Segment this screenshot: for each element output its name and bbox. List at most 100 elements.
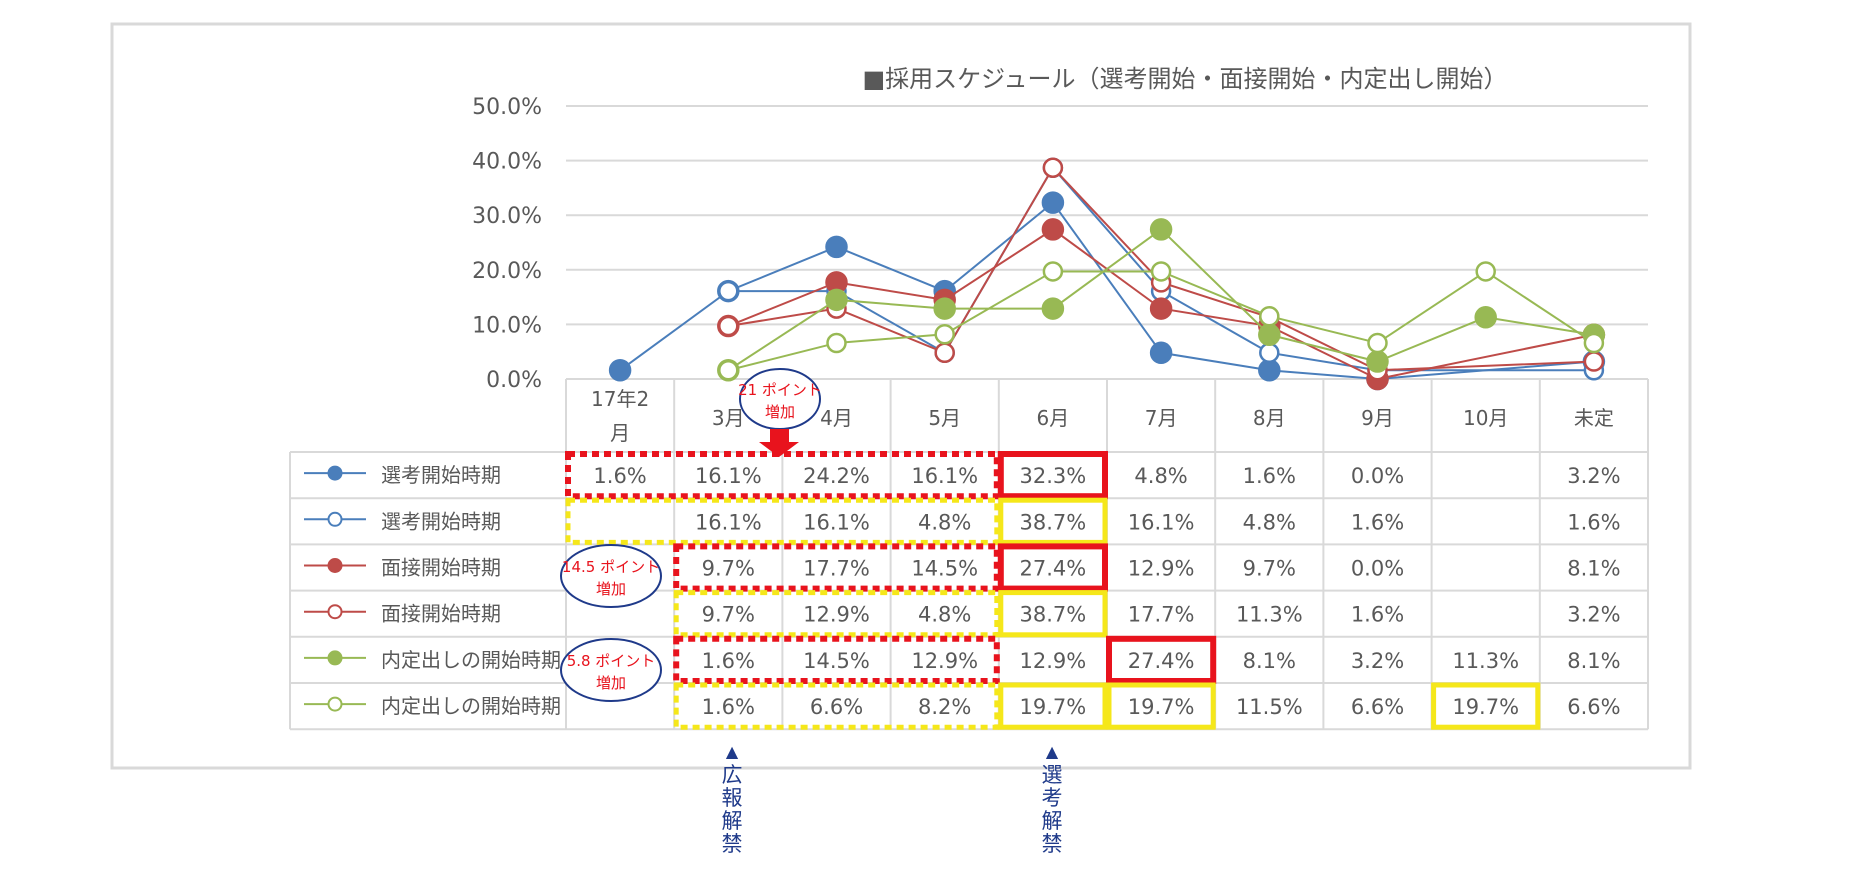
dashed-highlight-box: [673, 543, 1000, 592]
data-label: 4.8%: [918, 603, 971, 627]
chart-frame: [110, 22, 1692, 770]
data-point: [718, 315, 739, 337]
data-point: [1258, 359, 1281, 382]
x-category-label: 17年2: [591, 387, 649, 411]
y-tick-label: 50.0%: [472, 95, 542, 120]
data-label: 17.7%: [803, 557, 870, 581]
callout-text: 5.8 ポイント: [567, 652, 656, 670]
dashed-highlight-box: [673, 682, 1000, 730]
data-point: [825, 288, 848, 312]
data-label: 19.7%: [1452, 695, 1519, 719]
x-category-label: 10月: [1463, 406, 1508, 430]
legend-label: 内定出しの開始時期: [381, 648, 561, 672]
data-point: [825, 235, 848, 259]
data-point: [1149, 297, 1173, 320]
dashed-highlight-box: [673, 635, 1000, 684]
data-label: 19.7%: [1128, 695, 1195, 719]
y-tick-label: 20.0%: [472, 259, 542, 284]
dashed-highlight-box: [565, 497, 1000, 545]
data-label: 16.1%: [695, 510, 762, 534]
data-label: 3.2%: [1351, 649, 1404, 673]
data-label: 4.8%: [1134, 464, 1187, 488]
data-label: 11.3%: [1452, 649, 1519, 673]
x-category-label: 8月: [1253, 406, 1286, 430]
data-point: [1149, 218, 1173, 241]
data-point: [1583, 351, 1605, 372]
highlight-box: [998, 590, 1108, 638]
y-tick-label: 10.0%: [472, 313, 542, 338]
data-point: [1367, 332, 1388, 354]
highlight-box: [1106, 682, 1216, 730]
data-label: 12.9%: [803, 603, 870, 627]
x-category-label: 5月: [928, 406, 961, 430]
data-point: [1258, 323, 1281, 347]
legend-marker: [327, 511, 343, 527]
data-point: [826, 332, 847, 354]
data-point: [718, 280, 739, 302]
highlight-boxes: [565, 451, 1541, 730]
data-point: [1366, 350, 1389, 373]
data-point: [1041, 218, 1065, 241]
note-arrow: ▲: [1046, 742, 1059, 761]
dashed-highlight-box: [673, 590, 1000, 638]
data-label: 14.5%: [803, 649, 870, 673]
legend-label: 選考開始時期: [381, 463, 501, 487]
x-category-label: 月: [610, 421, 630, 445]
y-axis-ticks: 50.0% 40.0% 30.0% 20.0% 10.0% 0.0%: [472, 95, 542, 393]
note-text: 禁: [1042, 832, 1063, 856]
legend-label: 面接開始時期: [381, 602, 501, 626]
data-label: 8.1%: [1243, 649, 1296, 673]
data-label: 12.9%: [1020, 649, 1087, 673]
data-label: 27.4%: [1128, 649, 1195, 673]
data-point: [1583, 332, 1605, 354]
data-label: 1.6%: [1567, 510, 1620, 534]
note-text: 報: [722, 786, 743, 810]
data-label: 4.8%: [1243, 510, 1296, 534]
data-point: [1149, 341, 1173, 365]
data-label: 9.7%: [702, 603, 755, 627]
highlight-box: [998, 682, 1108, 730]
data-label: 1.6%: [1243, 464, 1296, 488]
note-text: 選: [1042, 763, 1063, 787]
dashed-highlight-box: [565, 451, 1000, 500]
data-label: 16.1%: [803, 510, 870, 534]
x-category-label: 6月: [1037, 406, 1070, 430]
data-label: 1.6%: [593, 464, 646, 488]
callout-ellipse: [560, 544, 662, 608]
highlight-box: [997, 451, 1108, 500]
data-label: 1.6%: [1351, 510, 1404, 534]
data-label: 14.5%: [911, 557, 978, 581]
series-6: [718, 261, 1605, 381]
data-label: 17.7%: [1128, 603, 1195, 627]
data-label: 3.2%: [1567, 603, 1620, 627]
data-label: 27.4%: [1020, 557, 1087, 581]
legend-marker: [327, 604, 343, 620]
note-text: 広: [722, 763, 743, 787]
data-label: 6.6%: [810, 695, 863, 719]
x-category-label: 7月: [1145, 406, 1178, 430]
series-lines: [608, 157, 1606, 391]
data-point: [1150, 261, 1172, 282]
data-point: [718, 360, 739, 381]
data-label: 9.7%: [1243, 557, 1296, 581]
data-point: [1042, 261, 1064, 282]
x-category-label: 9月: [1361, 406, 1394, 430]
data-point: [934, 323, 955, 345]
callout-text: 14.5 ポイント: [562, 558, 660, 576]
series-line: [728, 166, 1594, 372]
data-point: [1259, 305, 1280, 327]
note-text: 考: [1042, 786, 1063, 810]
highlight-box: [997, 543, 1108, 592]
data-label: 16.1%: [695, 464, 762, 488]
data-label: 0.0%: [1351, 557, 1404, 581]
chart-title: ■採用スケジュール（選考開始・面接開始・内定出し開始）: [863, 65, 1508, 93]
highlight-box: [998, 497, 1108, 545]
data-label: 1.6%: [1351, 603, 1404, 627]
data-point: [933, 297, 956, 320]
data-label: 1.6%: [702, 649, 755, 673]
data-label: 16.1%: [1128, 510, 1195, 534]
